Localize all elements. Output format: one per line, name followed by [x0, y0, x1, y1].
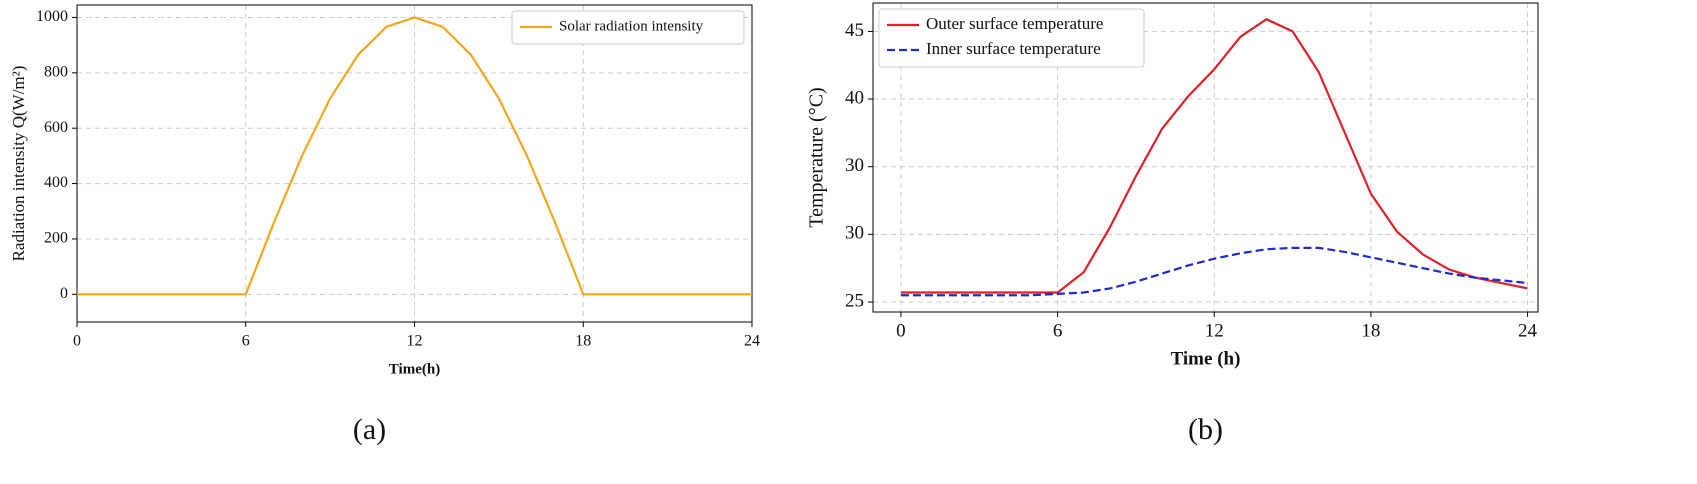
x-tick-label: 24 — [1518, 320, 1538, 341]
y-axis-label: Radiation intensity Q(W/m²) — [9, 66, 28, 262]
y-tick-label: 1000 — [36, 8, 68, 25]
x-tick-label: 0 — [73, 333, 81, 350]
x-tick-label: 18 — [1361, 320, 1380, 341]
y-tick-label: 25 — [845, 290, 864, 311]
y-tick-label: 45 — [845, 20, 864, 41]
legend-label: Inner surface temperature — [926, 39, 1101, 58]
plot-frame — [76, 4, 753, 323]
y-tick-label: 800 — [44, 64, 68, 81]
x-tick-label: 0 — [896, 320, 906, 341]
y-tick-label: 40 — [845, 87, 864, 108]
y-tick-label: 30 — [845, 223, 864, 244]
y-tick-label: 0 — [60, 285, 68, 302]
y-axis-label: Temperature (°C) — [806, 87, 828, 227]
legend-label: Solar radiation intensity — [559, 18, 704, 34]
x-tick-label: 6 — [242, 333, 250, 350]
legend-label: Outer surface temperature — [926, 14, 1103, 33]
line — [900, 17, 1528, 294]
legend-box — [511, 10, 745, 45]
subplot-label: (a) — [353, 413, 386, 446]
x-tick-label: 6 — [1053, 320, 1063, 341]
y-tick-label: 30 — [845, 155, 864, 176]
x-tick-label: 12 — [1205, 320, 1224, 341]
y-tick-label: 600 — [44, 119, 68, 136]
plot-frame — [872, 2, 1539, 313]
x-tick-label: 12 — [407, 333, 423, 350]
x-tick-label: 24 — [744, 333, 760, 350]
legend-box — [878, 8, 1145, 68]
x-tick-label: 18 — [575, 333, 591, 350]
subplot-label: (b) — [1188, 413, 1223, 446]
y-tick-label: 200 — [44, 230, 68, 247]
y-tick-label: 400 — [44, 174, 68, 191]
line — [900, 246, 1528, 297]
x-axis-label: Time(h) — [389, 361, 440, 377]
x-axis-label: Time (h) — [1171, 348, 1241, 369]
line — [77, 16, 752, 296]
